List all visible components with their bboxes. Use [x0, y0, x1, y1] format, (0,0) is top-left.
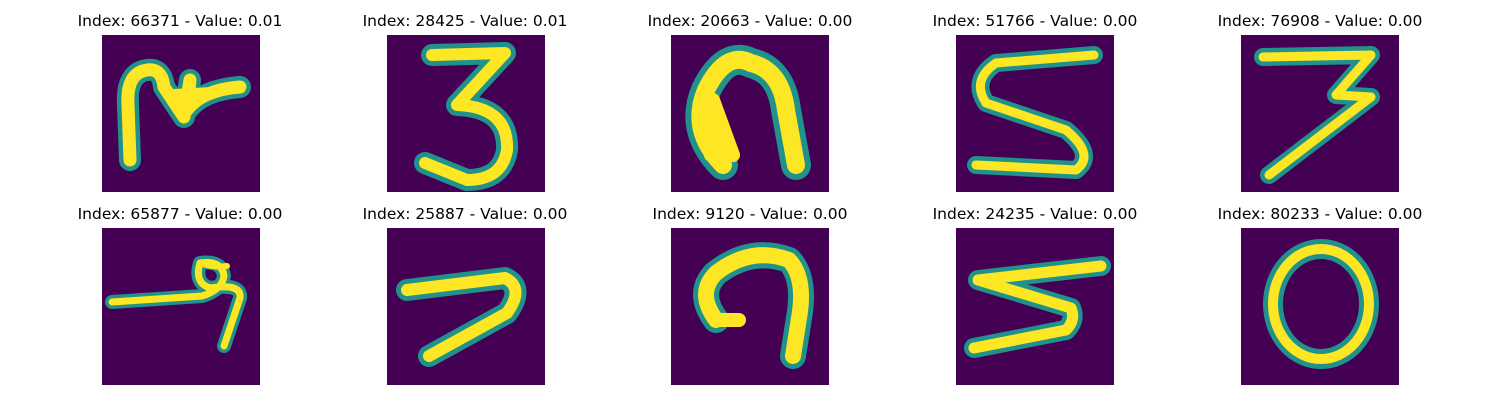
digit-image-7: [387, 228, 545, 385]
panel-title-4: Index: 51766 - Value: 0.00: [932, 12, 1138, 30]
digit-image-8: [671, 228, 829, 385]
panel-title-3: Index: 20663 - Value: 0.00: [647, 12, 853, 30]
digit-image-10: [1241, 228, 1399, 385]
digit-image-3: [671, 35, 829, 192]
digit-image-1: [102, 35, 260, 192]
panel-title-6: Index: 65877 - Value: 0.00: [77, 205, 283, 223]
panel-title-1: Index: 66371 - Value: 0.01: [77, 12, 283, 30]
panel-title-8: Index: 9120 - Value: 0.00: [652, 205, 848, 223]
panel-title-10: Index: 80233 - Value: 0.00: [1217, 205, 1423, 223]
panel-title-7: Index: 25887 - Value: 0.00: [362, 205, 568, 223]
panel-title-5: Index: 76908 - Value: 0.00: [1217, 12, 1423, 30]
digit-image-4: [956, 35, 1114, 192]
panel-title-2: Index: 28425 - Value: 0.01: [362, 12, 568, 30]
digit-image-5: [1241, 35, 1399, 192]
panel-title-9: Index: 24235 - Value: 0.00: [932, 205, 1138, 223]
digit-image-2: [387, 35, 545, 192]
digit-image-9: [956, 228, 1114, 385]
digit-image-6: [102, 228, 260, 385]
